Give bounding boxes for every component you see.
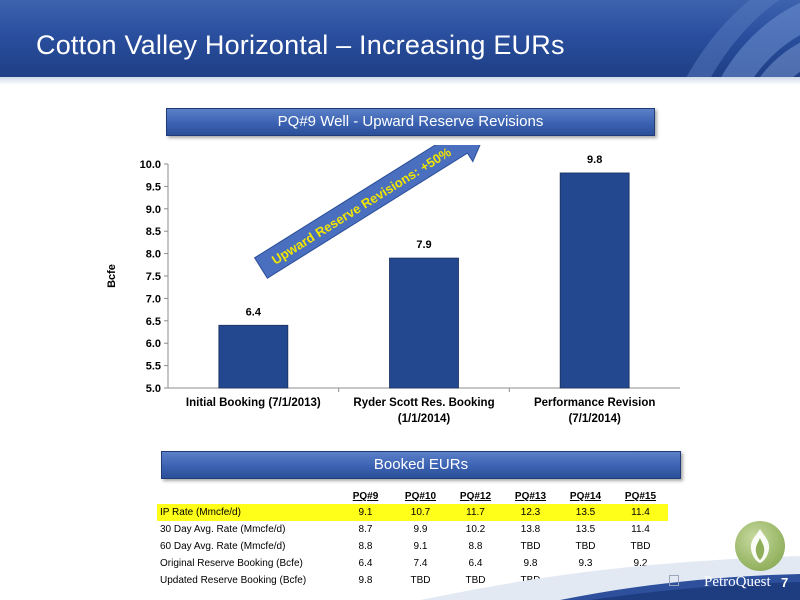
table-cell: 9.1 bbox=[413, 541, 428, 552]
flame-icon bbox=[750, 529, 770, 563]
y-tick-label: 8.5 bbox=[146, 226, 161, 238]
row-label: Original Reserve Booking (Bcfe) bbox=[160, 558, 303, 569]
table-cell: TBD bbox=[630, 541, 651, 552]
table-cell: 6.4 bbox=[358, 558, 373, 569]
chart-section-header: PQ#9 Well - Upward Reserve Revisions bbox=[166, 108, 655, 136]
y-tick-label: 5.5 bbox=[146, 361, 161, 373]
table-cell: 12.3 bbox=[503, 504, 558, 521]
table-cell: 8.8 bbox=[468, 541, 483, 552]
table-cell: 10.7 bbox=[393, 504, 448, 521]
column-header: PQ#15 bbox=[624, 491, 657, 502]
table-row: 60 Day Avg. Rate (Mmcfe/d) 8.8 9.1 8.8 TBD TB… bbox=[157, 538, 668, 555]
booked-eurs-table: PQ#9 PQ#10 PQ#12 PQ#13 PQ#14 PQ#15 IP Rate (Mm… bbox=[157, 489, 668, 589]
table-cell: TBD bbox=[465, 575, 486, 586]
column-header: PQ#10 bbox=[404, 491, 437, 502]
x-tick-label: Initial Booking (7/1/2013) bbox=[186, 397, 321, 409]
table-cell: 11.4 bbox=[631, 524, 650, 535]
table-cell: 13.8 bbox=[520, 524, 541, 535]
eur-section-header: Booked EURs bbox=[161, 451, 681, 479]
table-cell: 8.7 bbox=[358, 524, 373, 535]
bar bbox=[389, 257, 459, 389]
data-label: 7.9 bbox=[416, 239, 431, 251]
data-label: 6.4 bbox=[246, 306, 262, 318]
row-label: 30 Day Avg. Rate (Mmcfe/d) bbox=[160, 524, 286, 535]
slide-header: Cotton Valley Horizontal – Increasing EU… bbox=[0, 0, 800, 77]
annotation-arrow-shape bbox=[253, 145, 490, 279]
header-divider bbox=[0, 77, 800, 85]
table-cell: 8.8 bbox=[358, 541, 373, 552]
row-label: 60 Day Avg. Rate (Mmcfe/d) bbox=[160, 541, 286, 552]
column-header: PQ#12 bbox=[459, 491, 492, 502]
table-cell: 9.2 bbox=[633, 558, 648, 569]
column-header: PQ#13 bbox=[514, 491, 547, 502]
annotation-arrow: Upward Reserve Revisions: +50% bbox=[253, 145, 490, 279]
header-swoosh-graphic bbox=[686, 0, 800, 77]
table-cell: 10.2 bbox=[465, 524, 486, 535]
table-cell: TBD bbox=[575, 541, 596, 552]
table-cell: TBD bbox=[520, 541, 541, 552]
bar bbox=[559, 172, 630, 389]
y-tick-label: 6.0 bbox=[146, 338, 161, 350]
footer-wave-graphic bbox=[420, 556, 800, 600]
y-tick-label: 7.5 bbox=[146, 271, 161, 283]
y-tick-label: 9.0 bbox=[146, 204, 161, 216]
table-cell: 6.4 bbox=[468, 558, 483, 569]
table-row: IP Rate (Mmcfe/d) 9.1 10.7 11.7 12.3 13.5 11.4 bbox=[157, 504, 668, 521]
table-cell: 9.3 bbox=[578, 558, 593, 569]
row-label: Updated Reserve Booking (Bcfe) bbox=[160, 575, 307, 586]
x-tick-label: Ryder Scott Res. Booking bbox=[353, 397, 494, 409]
table-cell: 9.1 bbox=[338, 504, 393, 521]
y-tick-label: 8.0 bbox=[146, 249, 161, 261]
table-row: 30 Day Avg. Rate (Mmcfe/d) 8.7 9.9 10.2 13.8… bbox=[157, 521, 668, 538]
row-label: IP Rate (Mmcfe/d) bbox=[157, 504, 338, 521]
x-tick-label: Performance Revision bbox=[534, 397, 655, 409]
y-tick-label: 7.0 bbox=[146, 293, 161, 305]
bar-chart: 5.0 5.5 6.0 6.5 7.0 7.5 8.0 8.5 9.0 9.5 10.0 Bcfe 6.… bbox=[106, 145, 680, 425]
table-cell: 11.7 bbox=[448, 504, 503, 521]
table-cell: TBD bbox=[410, 575, 431, 586]
table-cell: 9.8 bbox=[523, 558, 538, 569]
column-header: PQ#14 bbox=[569, 491, 602, 502]
y-tick-label: 9.5 bbox=[146, 181, 161, 193]
y-axis-label: Bcfe bbox=[106, 264, 118, 288]
table-cell: 13.5 bbox=[575, 524, 596, 535]
slide-title: Cotton Valley Horizontal – Increasing EU… bbox=[36, 30, 565, 60]
footer-marker bbox=[669, 575, 679, 586]
table-cell: 13.5 bbox=[558, 504, 613, 521]
table-header-row: PQ#9 PQ#10 PQ#12 PQ#13 PQ#14 PQ#15 bbox=[157, 489, 668, 504]
x-tick-label: (7/1/2014) bbox=[568, 413, 621, 425]
table-corner-cell bbox=[157, 489, 338, 504]
column-header: PQ#9 bbox=[352, 491, 379, 502]
table-cell: 11.4 bbox=[613, 504, 668, 521]
y-tick-label: 5.0 bbox=[146, 383, 161, 395]
table-cell: 9.9 bbox=[413, 524, 428, 535]
y-tick-label: 6.5 bbox=[146, 316, 161, 328]
table-cell: 9.8 bbox=[358, 575, 373, 586]
bar bbox=[218, 324, 289, 389]
table-row: Original Reserve Booking (Bcfe) 6.4 7.4 6.4… bbox=[157, 555, 668, 572]
y-tick-label: 10.0 bbox=[140, 159, 161, 171]
brand-name: PetroQuest bbox=[704, 574, 771, 590]
page-number: 7 bbox=[781, 575, 789, 590]
data-label: 9.8 bbox=[587, 154, 602, 166]
x-tick-label: (1/1/2014) bbox=[398, 413, 451, 425]
table-cell: 7.4 bbox=[413, 558, 428, 569]
